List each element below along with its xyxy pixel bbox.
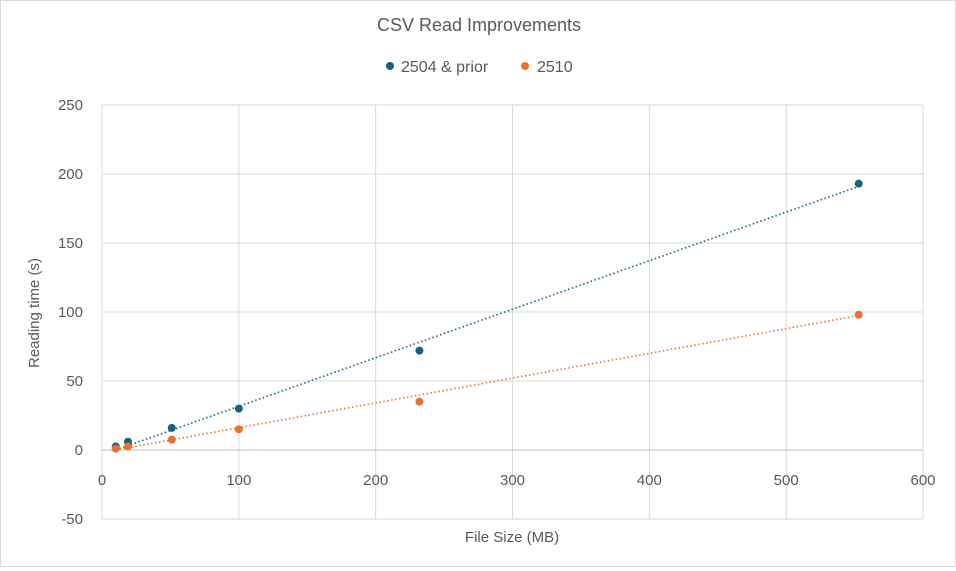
- x-tick-label: 400: [637, 472, 662, 489]
- data-point: [854, 310, 863, 319]
- data-point: [123, 442, 132, 451]
- legend-marker: [521, 62, 529, 70]
- y-tick-label: 50: [66, 373, 83, 390]
- data-point: [234, 404, 243, 413]
- chart-title: CSV Read Improvements: [377, 15, 581, 35]
- data-point: [415, 397, 424, 406]
- x-tick-label: 100: [226, 472, 251, 489]
- y-tick-label: 250: [58, 97, 83, 114]
- y-axis-label: Reading time (s): [26, 258, 43, 368]
- x-tick-label: 600: [910, 472, 935, 489]
- legend: 2504 & prior 2510: [386, 59, 573, 76]
- legend-label: 2504 & prior: [401, 59, 489, 76]
- x-axis-label: File Size (MB): [465, 529, 559, 546]
- x-tick-label: 300: [500, 472, 525, 489]
- y-tick-label: 0: [75, 442, 83, 459]
- data-point: [167, 435, 176, 444]
- trendline: [115, 185, 859, 451]
- data-point: [167, 423, 176, 432]
- gridlines: [101, 104, 924, 520]
- y-tick-label: -50: [61, 511, 83, 528]
- y-tick-label: 200: [58, 166, 83, 183]
- x-tick-labels: 0 100 200 300 400 500 600: [98, 472, 936, 489]
- data-points: [111, 179, 863, 453]
- data-point: [234, 425, 243, 434]
- x-tick-label: 200: [363, 472, 388, 489]
- data-point: [111, 444, 120, 453]
- trendline: [115, 314, 859, 451]
- y-tick-label: 100: [58, 304, 83, 321]
- data-point: [854, 179, 863, 188]
- legend-marker: [386, 62, 394, 70]
- trendlines: [115, 185, 859, 451]
- y-tick-labels: -50 0 50 100 150 200 250: [58, 97, 83, 528]
- legend-label: 2510: [537, 59, 573, 76]
- x-tick-label: 500: [774, 472, 799, 489]
- y-tick-label: 150: [58, 235, 83, 252]
- data-point: [415, 346, 424, 355]
- x-tick-label: 0: [98, 472, 106, 489]
